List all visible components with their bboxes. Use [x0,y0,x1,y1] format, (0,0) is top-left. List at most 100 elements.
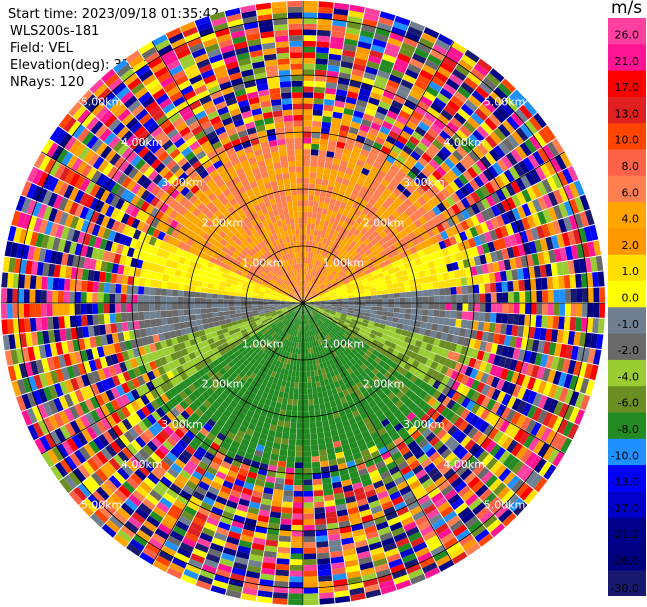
ppi-gate [303,280,306,286]
ppi-gate [496,303,503,313]
ppi-gate [362,113,374,122]
ppi-gate [350,151,360,160]
ppi-gate [311,292,317,297]
ppi-gate [303,285,305,292]
ppi-gate [303,553,317,560]
ppi-gate [342,295,349,299]
ppi-gate [383,209,392,219]
ppi-gate [399,47,414,58]
ppi-gate [441,247,450,257]
ppi-gate [303,194,309,201]
ppi-gate [358,249,365,257]
ppi-gate [423,27,440,39]
ppi-gate [332,272,339,278]
ppi-gate [320,460,329,468]
ppi-gate [311,137,320,145]
ppi-gate [120,303,127,313]
ppi-gate [378,16,394,27]
ppi-gate [495,282,503,293]
ppi-gate [303,291,306,298]
ppi-gate [437,113,450,126]
ppi-gate [426,282,434,290]
ppi-gate [358,286,365,291]
ppi-gate [425,343,434,352]
ppi-gate [369,266,376,273]
ppi-gate [474,224,484,235]
ppi-gate [512,314,520,325]
ppi-gate [546,222,557,236]
ppi-gate [294,462,303,469]
ppi-gate [374,111,386,121]
ppi-gate [337,135,347,144]
ppi-gate [418,270,426,278]
ppi-gate [331,320,338,325]
ppi-gate [439,310,446,318]
ppi-gate [499,225,509,238]
ppi-gate [490,204,501,217]
ppi-gate [362,281,369,287]
ppi-gate [476,381,486,393]
ppi-gate [335,324,342,330]
ppi-gate [399,308,406,314]
ppi-gate [425,322,433,330]
ppi-gate [325,319,331,325]
ppi-gate [299,365,303,372]
ppi-gate [410,165,421,176]
ppi-gate [314,81,326,88]
ppi-gate [578,362,588,378]
ppi-gate [314,303,321,305]
ppi-gate [334,315,341,320]
ppi-gate [303,132,312,138]
ppi-gate [329,313,335,317]
ppi-gate [322,287,328,292]
ppi-gate [315,272,320,279]
ppi-gate [97,303,104,314]
ppi-gate [363,13,379,22]
ppi-gate [307,252,311,258]
ppi-gate [335,212,343,220]
ppi-gate [446,245,455,255]
ppi-gate [331,210,338,218]
ppi-gate [351,260,359,266]
ppi-gate [144,319,151,328]
ppi-gate [234,303,241,307]
ppi-gate [274,575,289,582]
ppi-gate [334,181,342,189]
ppi-gate [411,303,417,309]
ppi-gate [553,385,564,401]
ppi-gate [109,293,116,303]
ppi-gate [323,278,329,284]
ppi-gate [319,306,326,309]
ppi-gate [377,298,383,303]
ppi-gate [510,371,520,384]
ppi-gate [511,207,521,221]
ppi-gate [369,49,384,59]
ppi-gate [211,298,218,303]
ppi-gate [538,128,552,144]
ppi-gate [356,280,363,286]
ppi-gate [346,231,353,239]
ppi-gate [341,325,348,331]
ppi-gate [303,154,311,161]
ppi-gate [537,442,550,458]
ppi-gate [579,211,590,227]
ppi-gate [457,336,465,346]
ppi-gate [316,312,323,317]
ppi-gate [309,166,317,173]
ppi-gate [558,275,565,289]
ppi-gate [331,117,342,125]
ppi-gate [343,321,350,327]
ppi-gate [324,308,331,312]
ppi-gate [201,313,208,320]
ppi-gate [382,329,390,336]
ppi-gate [481,384,491,396]
ppi-gate [307,287,311,293]
ppi-gate [316,266,321,273]
ppi-gate [179,322,186,330]
ppi-gate [462,258,471,269]
ppi-gate [511,269,519,281]
ppi-gate [303,177,310,184]
ppi-gate [355,277,362,283]
ppi-gate [303,496,314,503]
ppi-gate [312,120,322,128]
